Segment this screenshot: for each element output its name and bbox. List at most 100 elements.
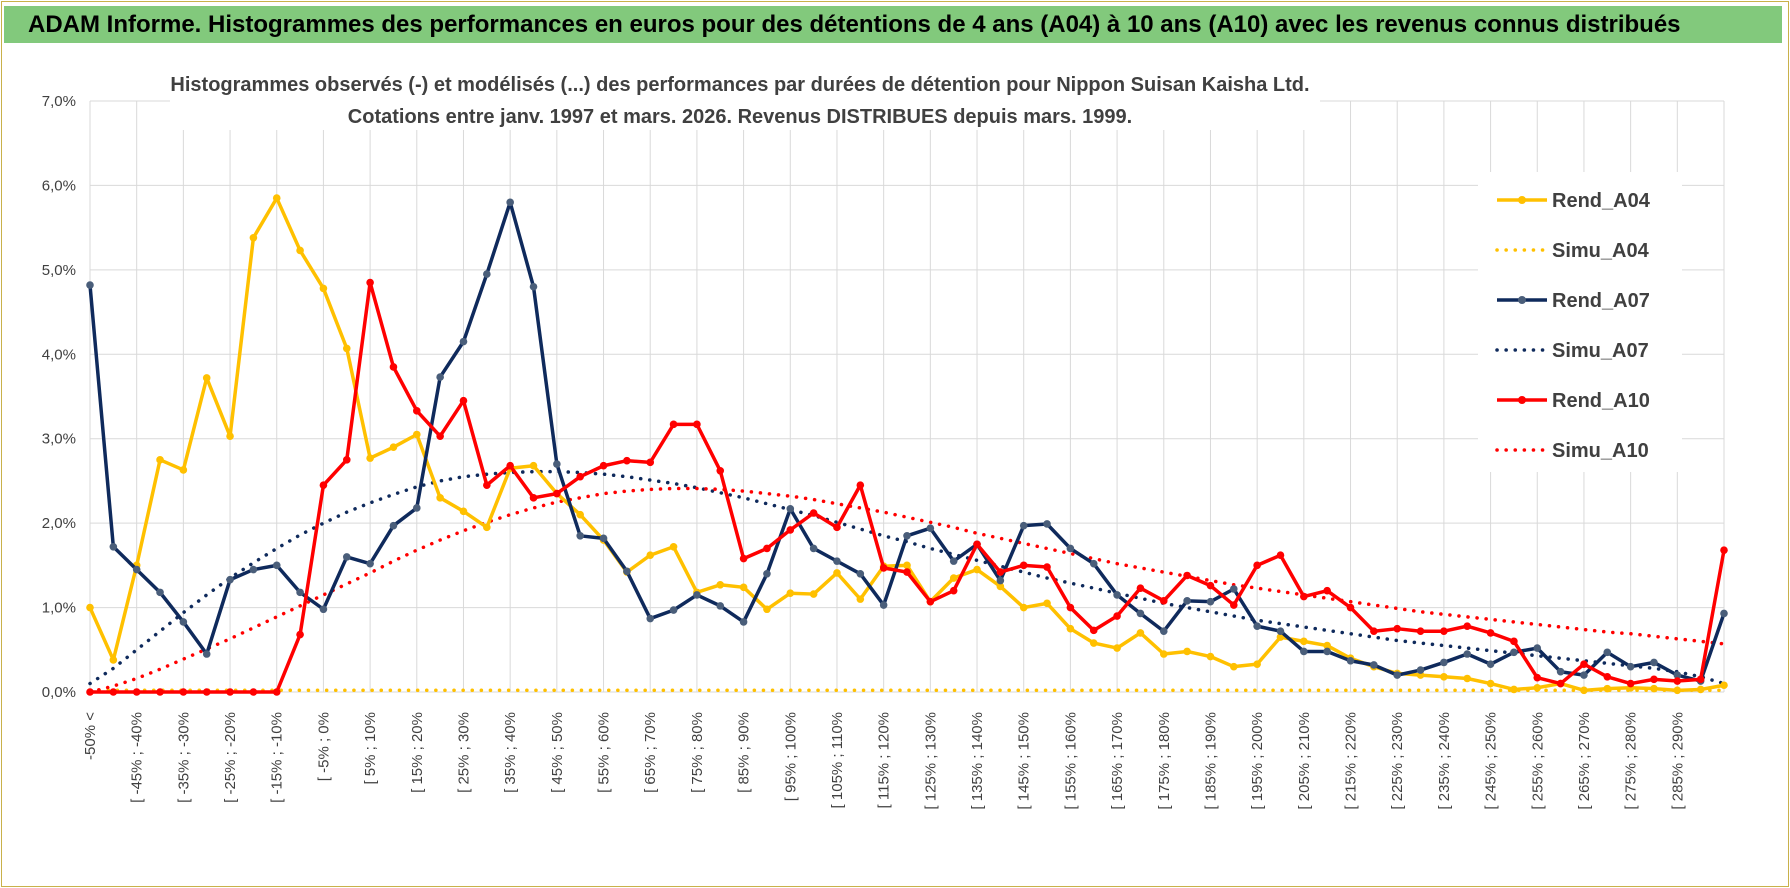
data-point-Rend_A07 [739, 618, 748, 626]
legend-label: Simu_A04 [1552, 240, 1650, 262]
data-point-Rend_A07 [599, 534, 608, 543]
data-point-Rend_A04 [459, 507, 468, 516]
data-point-Rend_A10 [856, 481, 865, 489]
data-point-Rend_A07 [296, 588, 304, 597]
data-point-Rend_A04 [809, 590, 818, 598]
series-lines [86, 194, 1728, 696]
data-point-Rend_A04 [786, 589, 795, 598]
data-point-Rend_A04 [156, 456, 164, 464]
data-point-Rend_A07 [856, 570, 865, 578]
data-point-Rend_A07 [342, 553, 351, 561]
data-point-Rend_A10 [1696, 675, 1705, 684]
y-tick-label: 4,0% [42, 346, 76, 363]
data-point-Rend_A04 [1300, 637, 1308, 646]
data-point-Rend_A10 [903, 568, 911, 576]
x-tick-label: [ 285% ; 290% [1669, 712, 1686, 810]
data-point-Rend_A07 [809, 544, 818, 553]
data-point-Rend_A07 [1463, 650, 1472, 658]
data-point-Rend_A10 [1463, 622, 1472, 630]
data-point-Rend_A07 [132, 565, 141, 574]
data-point-Rend_A04 [1650, 684, 1658, 693]
data-point-Rend_A07 [1393, 671, 1401, 679]
legend-label: Simu_A07 [1552, 340, 1649, 362]
x-tick-label: [ 275% ; 280% [1623, 712, 1640, 810]
x-tick-label: [ 165% ; 170% [1109, 712, 1126, 810]
data-point-Rend_A07 [226, 575, 234, 584]
data-point-Rend_A04 [1580, 686, 1588, 695]
data-point-Rend_A10 [1043, 563, 1051, 571]
data-point-Rend_A10 [1580, 660, 1588, 668]
data-point-Rend_A07 [319, 605, 328, 614]
series-Rend_A07 [86, 198, 1728, 685]
data-point-Rend_A07 [926, 524, 935, 533]
data-point-Rend_A07 [389, 521, 398, 530]
data-point-Rend_A04 [856, 595, 865, 603]
data-point-Rend_A04 [413, 430, 421, 439]
data-point-Rend_A10 [1019, 561, 1028, 570]
data-point-Rend_A10 [319, 481, 328, 489]
data-point-Rend_A04 [716, 580, 725, 589]
data-point-Rend_A10 [366, 278, 374, 287]
x-tick-label: [ 235% ; 240% [1436, 712, 1453, 810]
data-point-Rend_A07 [1136, 609, 1145, 618]
series-Rend_A10 [86, 278, 1728, 696]
data-point-Rend_A10 [926, 597, 935, 606]
data-point-Rend_A07 [879, 601, 888, 609]
data-point-Rend_A07 [202, 650, 211, 658]
data-point-Rend_A10 [693, 420, 701, 429]
legend-item-Simu_A10: Simu_A10 [1495, 440, 1649, 462]
data-point-Rend_A07 [436, 373, 444, 381]
data-point-Rend_A07 [1626, 662, 1635, 671]
data-point-Rend_A04 [763, 605, 771, 614]
x-tick-label: [ 205% ; 210% [1296, 712, 1313, 810]
data-point-Rend_A04 [576, 510, 584, 519]
data-point-Rend_A04 [1486, 679, 1495, 688]
legend-label: Rend_A10 [1552, 390, 1650, 412]
data-point-Rend_A04 [1440, 673, 1448, 681]
data-point-Rend_A07 [716, 602, 725, 610]
data-point-Rend_A04 [1510, 685, 1518, 694]
data-point-Rend_A07 [179, 618, 188, 626]
data-point-Rend_A07 [1603, 648, 1612, 657]
x-tick-label: [ -35% ; -30% [175, 712, 192, 803]
data-point-Rend_A04 [833, 569, 841, 577]
data-point-Rend_A04 [1230, 662, 1238, 671]
data-point-Rend_A04 [903, 561, 911, 570]
y-tick-label: 2,0% [42, 515, 76, 532]
data-point-Rend_A04 [179, 466, 188, 474]
data-point-Rend_A04 [1206, 652, 1215, 661]
data-point-Rend_A10 [1440, 627, 1448, 636]
data-point-Rend_A04 [1253, 660, 1261, 668]
data-point-Rend_A04 [1066, 624, 1075, 633]
data-point-Rend_A10 [623, 456, 631, 465]
data-point-Rend_A07 [272, 561, 281, 570]
data-point-Rend_A07 [109, 542, 118, 551]
data-point-Rend_A07 [1486, 660, 1495, 668]
data-point-Rend_A07 [903, 532, 911, 540]
data-point-Rend_A07 [1019, 521, 1028, 530]
x-tick-label: [ -15% ; -10% [269, 712, 286, 803]
x-tick-label: [ 15% ; 20% [409, 712, 426, 793]
x-tick-label: [ 5% ; 10% [362, 712, 379, 785]
data-point-Rend_A04 [1019, 603, 1028, 612]
x-tick-label: [ 75% ; 80% [689, 712, 706, 793]
x-tick-label: [ 265% ; 270% [1576, 712, 1593, 810]
data-point-Rend_A10 [1136, 584, 1145, 592]
data-point-Rend_A10 [716, 466, 725, 475]
data-point-Rend_A10 [1603, 673, 1612, 681]
y-tick-label: 3,0% [42, 431, 76, 448]
y-tick-label: 0,0% [42, 684, 76, 701]
data-point-Rend_A10 [1720, 546, 1728, 554]
data-point-Rend_A10 [1230, 601, 1238, 609]
title-background [170, 68, 1320, 130]
x-tick-label: [ 215% ; 220% [1343, 712, 1360, 810]
data-point-Rend_A07 [483, 270, 491, 278]
data-point-Rend_A07 [1370, 661, 1378, 669]
data-point-Rend_A07 [1159, 627, 1168, 636]
data-point-Rend_A10 [786, 526, 795, 534]
data-point-Rend_A10 [506, 461, 514, 470]
data-point-Rend_A04 [366, 454, 374, 462]
data-point-Rend_A10 [553, 489, 561, 498]
